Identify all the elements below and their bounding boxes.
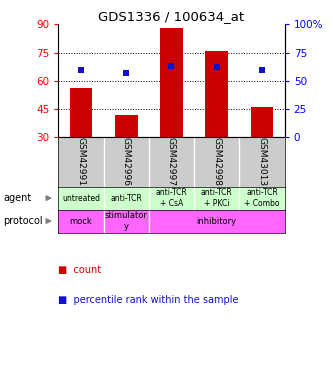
Text: anti-TCR
+ PKCi: anti-TCR + PKCi bbox=[201, 188, 233, 208]
Text: anti-TCR
+ CsA: anti-TCR + CsA bbox=[156, 188, 187, 208]
Text: mock: mock bbox=[70, 216, 92, 225]
Text: inhibitory: inhibitory bbox=[197, 216, 237, 225]
Text: GSM42991: GSM42991 bbox=[76, 138, 86, 186]
Bar bbox=[251, 107, 273, 137]
Text: stimulator
y: stimulator y bbox=[105, 211, 148, 231]
Bar bbox=[70, 88, 92, 137]
Bar bbox=[205, 51, 228, 137]
Bar bbox=[115, 115, 138, 137]
Title: GDS1336 / 100634_at: GDS1336 / 100634_at bbox=[99, 10, 244, 23]
Text: ■  percentile rank within the sample: ■ percentile rank within the sample bbox=[58, 295, 239, 305]
Text: untreated: untreated bbox=[62, 194, 100, 202]
Text: agent: agent bbox=[3, 193, 32, 203]
Text: GSM42998: GSM42998 bbox=[212, 138, 221, 186]
Bar bbox=[160, 28, 183, 137]
Text: GSM42997: GSM42997 bbox=[167, 138, 176, 186]
Text: ■  count: ■ count bbox=[58, 265, 102, 275]
Text: GSM42996: GSM42996 bbox=[122, 138, 131, 186]
Text: protocol: protocol bbox=[3, 216, 43, 226]
Text: GSM43013: GSM43013 bbox=[257, 137, 267, 186]
Text: anti-TCR
+ Combo: anti-TCR + Combo bbox=[244, 188, 280, 208]
Text: anti-TCR: anti-TCR bbox=[110, 194, 142, 202]
